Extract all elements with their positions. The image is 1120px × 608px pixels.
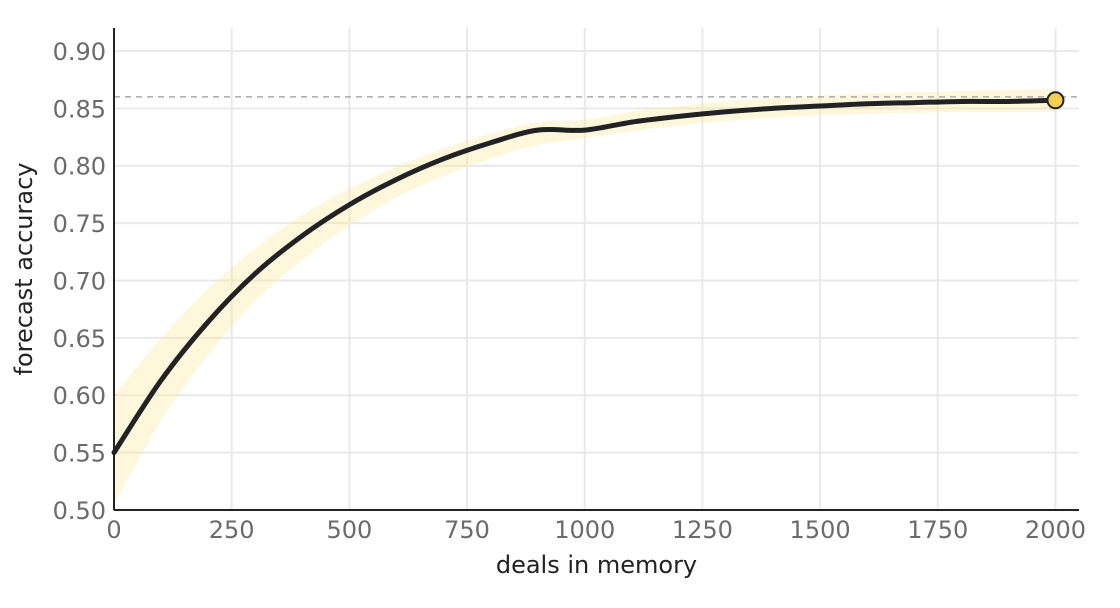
y-tick-label: 0.65 [53, 325, 106, 353]
x-tick-label: 500 [326, 516, 372, 544]
y-tick-label: 0.60 [53, 382, 106, 410]
y-tick-label: 0.80 [53, 153, 106, 181]
x-axis-ticks: 0 250 500 750 1000 1250 1500 1750 2000 [106, 516, 1086, 544]
x-tick-label: 1000 [554, 516, 615, 544]
x-tick-label: 1750 [907, 516, 968, 544]
series-line [111, 97, 1058, 456]
x-tick-label: 0 [106, 516, 121, 544]
y-axis-ticks: 0.50 0.55 0.60 0.65 0.70 0.75 0.80 0.85 0.90 [53, 38, 106, 525]
x-axis-label: deals in memory [496, 551, 697, 579]
x-tick-label: 1500 [790, 516, 851, 544]
y-tick-label: 0.75 [53, 210, 106, 238]
y-tick-label: 0.55 [53, 440, 106, 468]
x-tick-label: 2000 [1025, 516, 1086, 544]
x-tick-label: 1250 [672, 516, 733, 544]
y-tick-label: 0.90 [53, 38, 106, 66]
confidence-band [114, 88, 1056, 505]
y-axis-label: forecast accuracy [10, 163, 38, 376]
x-tick-label: 750 [444, 516, 490, 544]
y-tick-label: 0.50 [53, 497, 106, 525]
y-tick-label: 0.85 [53, 95, 106, 123]
axes [113, 28, 1079, 511]
y-tick-label: 0.70 [53, 267, 106, 295]
x-tick-label: 250 [209, 516, 255, 544]
highlight-point [1046, 91, 1065, 110]
grid [113, 28, 1079, 511]
